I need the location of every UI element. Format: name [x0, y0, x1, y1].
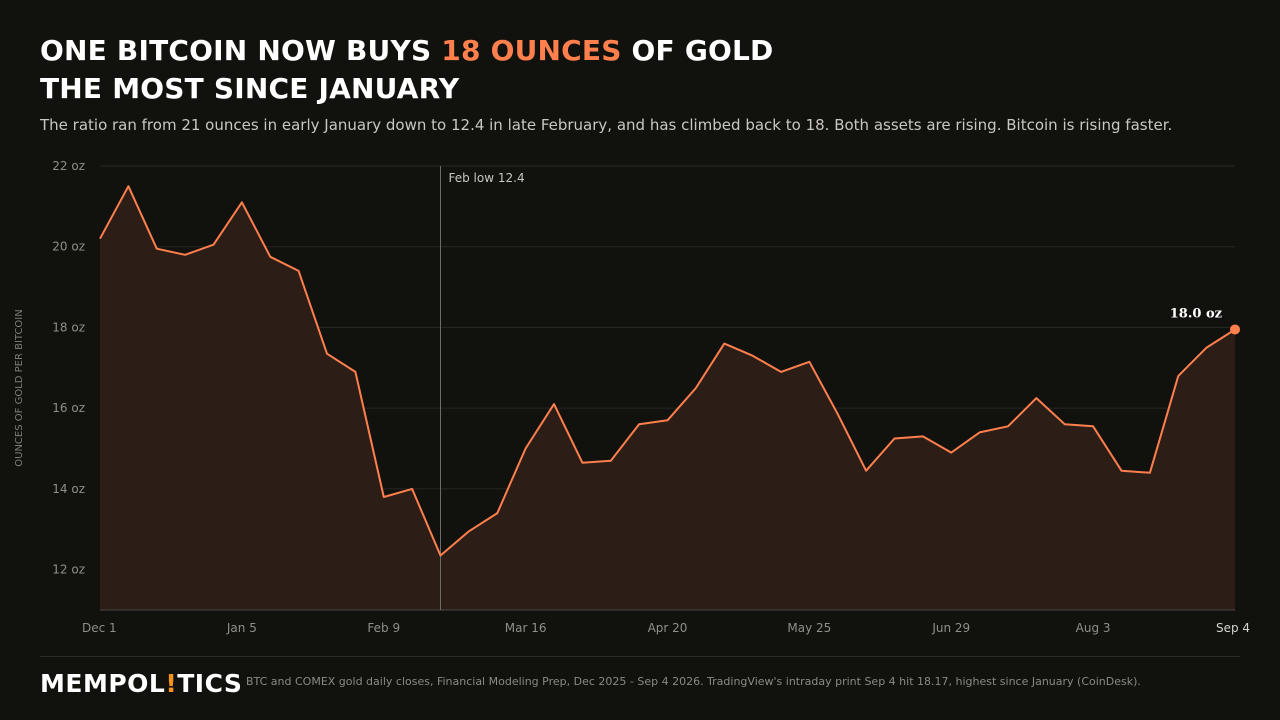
title-part2: OF GOLD [621, 34, 774, 67]
x-tick-label: Apr 20 [648, 621, 688, 635]
subtitle: The ratio ran from 21 ounces in early Ja… [40, 116, 1173, 134]
title-line2: THE MOST SINCE JANUARY [40, 72, 460, 105]
title-part1: ONE BITCOIN NOW BUYS [40, 34, 442, 67]
series-area [100, 186, 1235, 610]
end-value-label: 18.0 oz [1170, 306, 1222, 321]
series-line [99, 185, 1236, 557]
x-tick-label: May 25 [787, 621, 831, 635]
y-tick-label: 14 oz [52, 482, 85, 496]
x-tick-label: Sep 4 [1216, 621, 1250, 635]
source-note: BTC and COMEX gold daily closes, Financi… [246, 675, 1141, 688]
y-axis-label: OUNCES OF GOLD PER BITCOIN [14, 309, 25, 466]
end-point [1230, 324, 1240, 335]
x-tick-label: Jun 29 [931, 621, 970, 635]
y-tick-label: 20 oz [52, 240, 85, 254]
brand-part2: TICS [177, 669, 243, 698]
y-tick-label: 18 oz [52, 320, 85, 334]
footer-divider [40, 656, 1240, 657]
title-highlight: 18 OUNCES [441, 34, 622, 67]
x-tick-label: Dec 1 [82, 621, 117, 635]
feb-low-label: Feb low 12.4 [449, 171, 525, 185]
x-tick-label: Aug 3 [1076, 621, 1111, 635]
y-tick-label: 22 oz [52, 159, 85, 173]
brand-part1: MEMPOL [40, 669, 166, 698]
page-title: ONE BITCOIN NOW BUYS 18 OUNCES OF GOLD T… [40, 32, 774, 108]
y-tick-label: 12 oz [52, 563, 85, 577]
brand-logo: MEMPOL!TICS [40, 669, 242, 698]
brand-bang: ! [165, 669, 178, 698]
ratio-chart: 12 oz 14 oz 16 oz 18 oz 20 oz 22 oz OUNCES OF … [14, 159, 1250, 635]
y-tick-label: 16 oz [52, 401, 85, 415]
x-tick-label: Mar 16 [505, 621, 547, 635]
x-tick-label: Jan 5 [226, 621, 257, 635]
x-tick-label: Feb 9 [367, 621, 400, 635]
